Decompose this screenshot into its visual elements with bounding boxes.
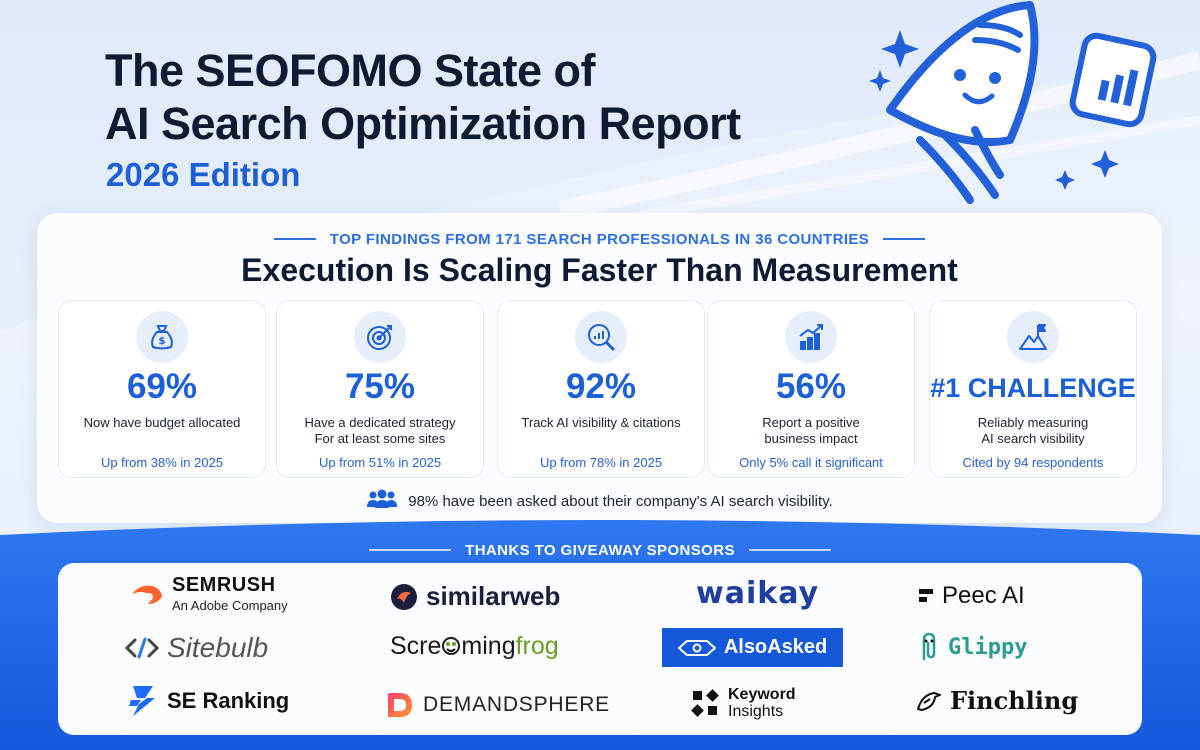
frog-icon — [442, 637, 461, 655]
sparkle-icon — [869, 30, 1119, 190]
waikay-logo[interactable]: waikay — [696, 576, 819, 611]
divider — [748, 549, 831, 551]
screamingfrog-name-part: Scre — [390, 632, 442, 660]
keyword-insights-subname: Insights — [728, 703, 784, 720]
stat-footnote: Up from 78% in 2025 — [539, 455, 663, 470]
asked-row: 98% have been asked about their company'… — [37, 489, 1162, 514]
sponsor-logos-panel — [58, 563, 1142, 735]
divider — [369, 549, 452, 551]
glippy-name: Glippy — [948, 634, 1028, 660]
glippy-mascot-icon — [922, 632, 936, 660]
stat-description: Now have budget allocated — [83, 415, 241, 430]
stat-footnote: Up from 38% in 2025 — [100, 455, 224, 470]
keyword-insights-mark-icon — [691, 689, 719, 717]
stat-description: Report a positive business impact — [762, 415, 860, 446]
peec-name: Peec AI — [942, 582, 1025, 609]
stat-description: Have a dedicated strategy For at least s… — [304, 415, 456, 446]
demandsphere-mark-icon — [388, 693, 412, 717]
sponsors-title-row: THANKS TO GIVEAWAY SPONSORS — [0, 539, 1200, 561]
sitebulb-logo[interactable]: Sitebulb — [125, 632, 268, 664]
screamingfrog-name-part: ming — [461, 632, 516, 660]
stat-card-strategy: 75% Have a dedicated strategy For at lea… — [276, 300, 484, 478]
divider — [273, 238, 316, 240]
stat-footnote: Cited by 94 respondents — [962, 455, 1104, 470]
se-ranking-logo[interactable]: SE Ranking — [125, 684, 289, 718]
waikay-name: waikay — [696, 576, 820, 611]
edition-label: 2026 Edition — [106, 156, 301, 193]
semrush-flame-icon — [132, 585, 162, 604]
stat-card-impact: 56% Report a positive business impact On… — [707, 300, 915, 478]
stat-footnote: Only 5% call it significant — [739, 455, 883, 470]
keyword-insights-name: Keyword — [728, 686, 796, 703]
keyword-insights-logo[interactable]: Keyword Insights — [690, 686, 796, 720]
seranking-name: SE Ranking — [167, 688, 290, 713]
svg-text:$: $ — [159, 336, 166, 347]
semrush-name: SEMRUSH — [172, 574, 276, 596]
stat-value: #1 CHALLENGE — [930, 373, 1136, 403]
stat-value: 56% — [775, 367, 847, 406]
peec-ai-logo[interactable]: Peec AI — [918, 582, 1025, 610]
semrush-subtitle: An Adobe Company — [172, 598, 288, 613]
similarweb-mark-icon — [391, 583, 417, 610]
demandsphere-logo[interactable]: DEMANDSPHERE — [385, 690, 610, 720]
stat-card-tracking: 92% Track AI visibility & citations Up f… — [497, 300, 705, 478]
peec-mark-icon — [919, 589, 933, 602]
rocket-mascot-illustration — [869, 1, 1157, 204]
demandsphere-name: DEMANDSPHERE — [423, 693, 610, 716]
bird-icon — [917, 691, 941, 711]
screaming-frog-logo[interactable]: Scre mingfrog — [390, 632, 559, 661]
findings-kicker-row: TOP FINDINGS FROM 171 SEARCH PROFESSIONA… — [37, 228, 1162, 250]
findings-kicker: TOP FINDINGS FROM 171 SEARCH PROFESSIONA… — [329, 230, 870, 248]
report-title-line-2: AI Search Optimization Report — [105, 98, 741, 149]
code-brackets-icon — [125, 637, 159, 659]
stat-card-challenge: #1 CHALLENGE Reliably measuring AI searc… — [929, 300, 1137, 478]
glippy-logo[interactable]: Glippy — [918, 632, 1027, 662]
stat-footnote: Up from 51% in 2025 — [318, 455, 442, 470]
screamingfrog-name-part: frog — [515, 632, 559, 660]
stat-value: 92% — [565, 367, 637, 406]
stat-description: Track AI visibility & citations — [521, 415, 681, 430]
sitebulb-name: Sitebulb — [167, 632, 269, 663]
stat-value: 69% — [126, 367, 198, 406]
mountain-flag-icon — [1007, 311, 1059, 363]
similarweb-logo[interactable]: similarweb — [390, 581, 560, 612]
report-title-line-1: The SEOFOMO State of — [105, 45, 596, 96]
target-icon — [354, 311, 406, 363]
stat-description: Reliably measuring AI search visibility — [977, 415, 1089, 446]
findings-headline: Execution Is Scaling Faster Than Measure… — [241, 252, 958, 288]
semrush-logo[interactable]: SEMRUSH An Adobe Company — [130, 574, 288, 613]
alsoasked-mark-icon — [677, 639, 716, 656]
asked-statement: 98% have been asked about their company'… — [408, 493, 833, 510]
alsoasked-name: AlsoAsked — [723, 636, 828, 658]
finchling-logo[interactable]: Finchling — [916, 686, 1078, 715]
people-group-icon — [366, 489, 398, 514]
money-bag-icon: $ — [136, 311, 188, 363]
growth-chart-icon — [785, 311, 837, 363]
finchling-name: Finchling — [950, 686, 1079, 715]
chart-magnifier-icon — [575, 311, 627, 363]
stat-card-budget: $ 69% Now have budget allocated Up from … — [58, 300, 266, 478]
stat-value: 75% — [344, 367, 416, 406]
screamingfrog-name: Scre mingfrog — [390, 632, 559, 661]
se-ranking-bolt-icon — [129, 686, 155, 716]
divider — [883, 238, 926, 240]
similarweb-name: similarweb — [426, 581, 561, 611]
sponsors-title: THANKS TO GIVEAWAY SPONSORS — [465, 541, 735, 559]
alsoasked-logo[interactable]: AlsoAsked — [662, 628, 843, 667]
